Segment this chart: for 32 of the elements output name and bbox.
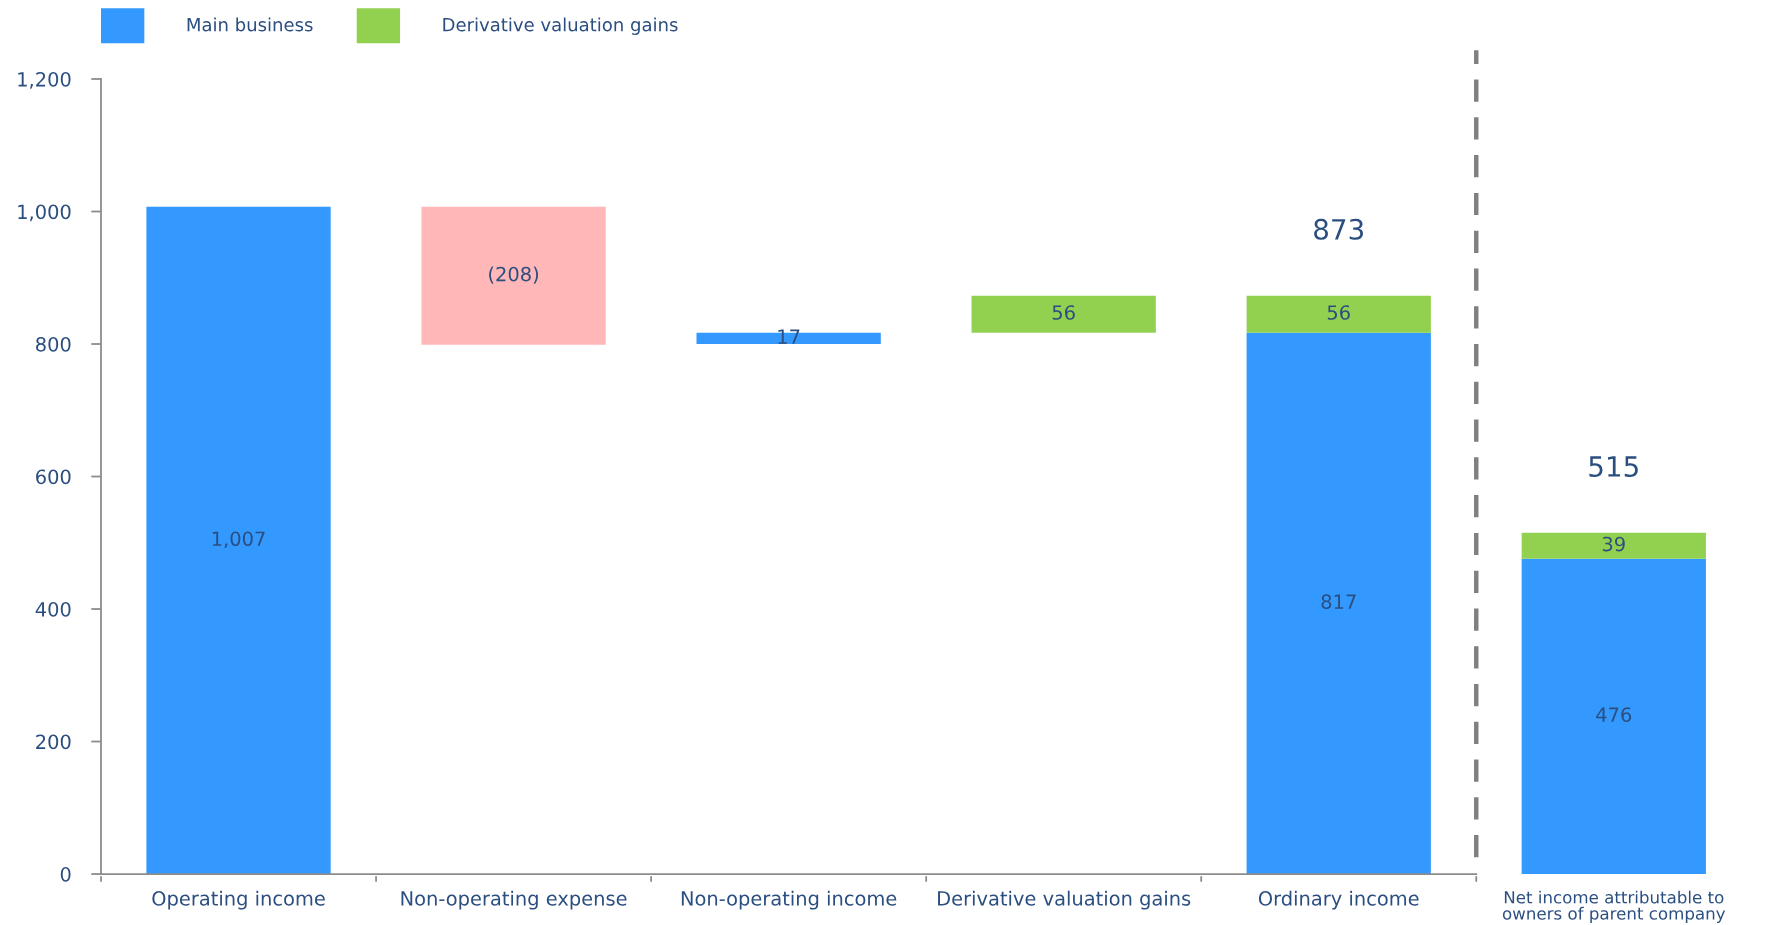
- total-label: 873: [1314, 218, 1364, 240]
- y-tick-label: 0: [60, 866, 71, 882]
- data-label: 1,007: [212, 531, 265, 549]
- data-label: 56: [1052, 305, 1075, 320]
- y-tick-label: 200: [36, 734, 71, 750]
- data-label: 476: [1596, 707, 1632, 722]
- x-tick-label: Ordinary income: [1258, 890, 1419, 910]
- bar: [1521, 532, 1706, 559]
- data-label: 817: [1321, 594, 1356, 610]
- y-tick-label: 400: [35, 601, 71, 617]
- data-label: 39: [1602, 536, 1625, 552]
- legend-label: Main business: [187, 17, 313, 32]
- bar: [1246, 295, 1431, 333]
- bar: [1521, 558, 1706, 875]
- y-tick-label: 1,000: [18, 204, 71, 222]
- bar: [971, 295, 1156, 333]
- y-tick-label: 1,200: [18, 71, 71, 89]
- data-label: (208): [489, 266, 539, 284]
- data-label: 56: [1327, 305, 1350, 320]
- bar: [1246, 332, 1431, 875]
- x-tick-label: Non-operating income: [681, 890, 897, 910]
- x-tick-label: Non-operating expense: [401, 890, 627, 910]
- data-label: 17: [778, 329, 800, 344]
- x-tick-label: Derivative valuation gains: [938, 890, 1191, 910]
- bar: [421, 206, 606, 345]
- y-tick-label: 600: [36, 469, 71, 485]
- y-tick-label: 800: [36, 336, 71, 352]
- x-tick-label: Operating income: [152, 890, 325, 910]
- x-tick-label: Net income attributable to owners of parent company: [1502, 890, 1726, 923]
- bar: [146, 206, 331, 875]
- legend-label: Derivative valuation gains: [443, 17, 678, 35]
- total-label: 515: [1589, 456, 1638, 477]
